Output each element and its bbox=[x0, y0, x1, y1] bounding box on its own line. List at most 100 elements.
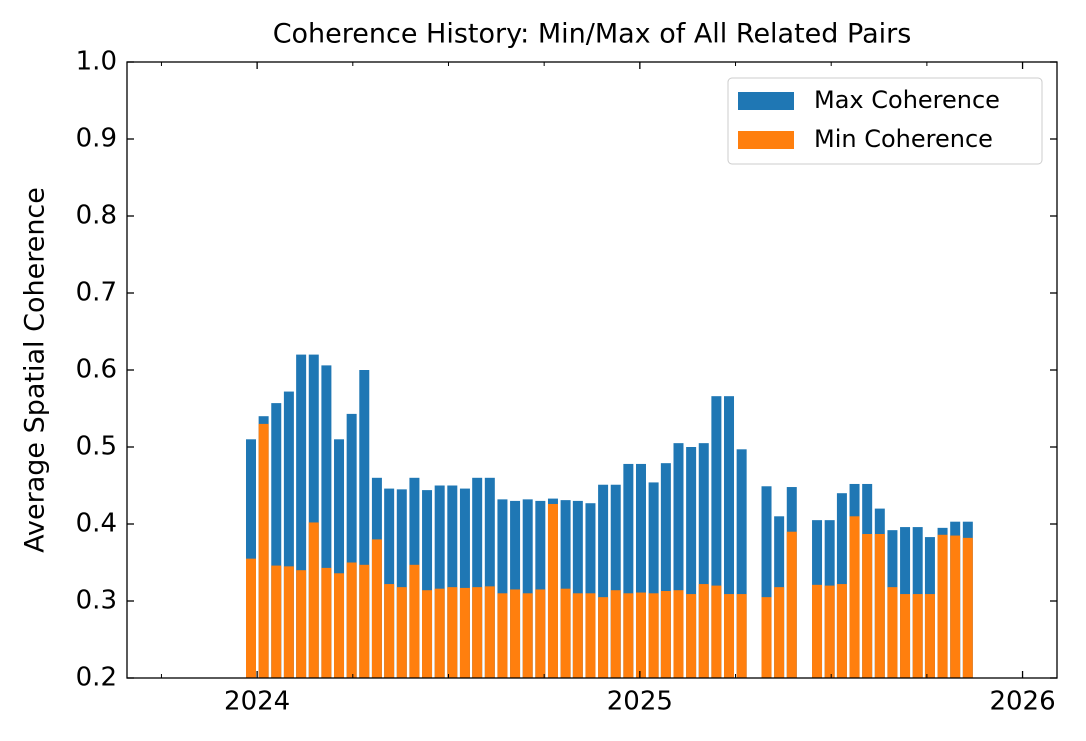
bar bbox=[459, 587, 470, 678]
bar bbox=[862, 534, 873, 678]
bar bbox=[874, 534, 885, 678]
bar bbox=[761, 486, 772, 678]
bar bbox=[334, 573, 345, 678]
bar bbox=[598, 597, 609, 678]
y-tick-label: 0.9 bbox=[76, 124, 117, 154]
bar bbox=[598, 484, 609, 678]
bar bbox=[258, 423, 269, 678]
bar bbox=[660, 463, 671, 678]
y-tick-label: 0.8 bbox=[76, 201, 117, 231]
bar bbox=[346, 562, 357, 678]
bar bbox=[547, 503, 558, 678]
bar bbox=[623, 593, 634, 678]
bar bbox=[724, 396, 735, 678]
y-tick-label: 0.2 bbox=[76, 663, 117, 693]
bar bbox=[812, 584, 823, 678]
bar bbox=[572, 593, 583, 678]
bar bbox=[698, 443, 709, 678]
bar bbox=[962, 537, 973, 678]
bar bbox=[673, 443, 684, 678]
bar bbox=[271, 565, 282, 678]
bar bbox=[384, 584, 395, 678]
bar bbox=[484, 586, 495, 678]
bar bbox=[472, 477, 483, 678]
bar bbox=[522, 499, 533, 678]
bar bbox=[510, 589, 521, 678]
bar bbox=[497, 499, 508, 678]
bar bbox=[912, 594, 923, 678]
bar bbox=[711, 396, 722, 678]
bar bbox=[711, 585, 722, 678]
bar bbox=[535, 589, 546, 678]
bar bbox=[900, 594, 911, 678]
legend-label: Max Coherence bbox=[814, 86, 1000, 114]
bar bbox=[396, 489, 407, 678]
bar bbox=[321, 567, 332, 678]
bar bbox=[484, 477, 495, 678]
bar bbox=[660, 590, 671, 678]
bar bbox=[384, 488, 395, 678]
bar bbox=[271, 403, 282, 678]
bar bbox=[359, 564, 370, 678]
bar bbox=[422, 590, 433, 678]
bar bbox=[472, 587, 483, 678]
bar bbox=[585, 503, 596, 678]
bar bbox=[246, 558, 256, 678]
legend-box bbox=[727, 77, 1043, 165]
y-tick-label: 0.5 bbox=[76, 432, 117, 462]
bar bbox=[409, 564, 420, 678]
y-tick-label: 0.3 bbox=[76, 586, 117, 616]
bar bbox=[296, 570, 307, 678]
bar bbox=[887, 587, 898, 678]
bar bbox=[836, 584, 847, 678]
y-tick-label: 0.7 bbox=[76, 278, 117, 308]
x-tick-label: 2024 bbox=[224, 687, 290, 717]
bar bbox=[724, 594, 735, 678]
bar bbox=[396, 587, 407, 678]
bar bbox=[610, 484, 621, 678]
y-tick-label: 0.4 bbox=[76, 509, 117, 539]
bar bbox=[447, 587, 458, 678]
x-tick-label: 2025 bbox=[607, 687, 673, 717]
bar bbox=[359, 370, 370, 678]
bar bbox=[648, 593, 659, 678]
bar bbox=[824, 585, 835, 678]
bar bbox=[422, 490, 433, 678]
bar bbox=[459, 488, 470, 678]
bar bbox=[761, 597, 772, 678]
bar bbox=[736, 594, 747, 678]
bar bbox=[346, 413, 357, 678]
bar bbox=[572, 500, 583, 678]
bar bbox=[585, 593, 596, 678]
bar bbox=[698, 584, 709, 678]
bar bbox=[497, 593, 508, 678]
bar bbox=[635, 592, 646, 678]
bar bbox=[849, 516, 860, 678]
bar bbox=[623, 463, 634, 678]
bar bbox=[924, 594, 935, 678]
bar bbox=[371, 539, 382, 678]
bar bbox=[950, 535, 961, 678]
bar bbox=[334, 439, 345, 678]
bar bbox=[635, 463, 646, 678]
bar bbox=[296, 354, 307, 678]
bar bbox=[447, 485, 458, 678]
bar bbox=[686, 594, 697, 678]
legend-swatch bbox=[738, 131, 794, 149]
legend-label: Min Coherence bbox=[814, 125, 993, 153]
bar bbox=[522, 593, 533, 678]
y-axis-label: Average Spatial Coherence bbox=[20, 187, 51, 553]
bar bbox=[937, 534, 948, 678]
y-tick-label: 0.6 bbox=[76, 355, 117, 385]
bar bbox=[648, 482, 659, 678]
x-tick-label: 2026 bbox=[989, 687, 1055, 717]
legend-swatch bbox=[738, 92, 794, 110]
bar bbox=[321, 365, 332, 678]
bar bbox=[434, 485, 445, 678]
bar bbox=[786, 531, 797, 678]
bars bbox=[246, 354, 973, 678]
chart-title: Coherence History: Min/Max of All Relate… bbox=[273, 19, 912, 50]
bar bbox=[308, 354, 319, 678]
bar bbox=[774, 587, 785, 678]
bar bbox=[673, 590, 684, 678]
